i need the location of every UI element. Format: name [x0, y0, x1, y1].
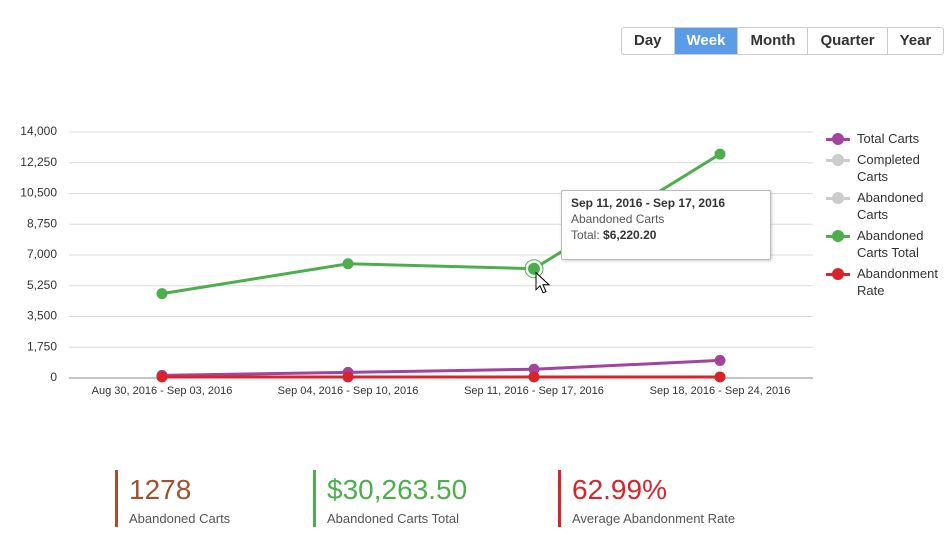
series-line — [161, 358, 721, 377]
tooltip-series: Abandoned Carts — [571, 212, 665, 226]
stat-value: 1278 — [129, 474, 192, 505]
period-tabs: Day Week Month Quarter Year — [621, 27, 945, 55]
y-tick-label: 10,500 — [20, 186, 57, 200]
stat-label: Average Abandonment Rate — [572, 511, 736, 526]
tab[interactable]: Quarter — [807, 28, 886, 54]
data-point — [342, 258, 354, 270]
data-point — [526, 260, 542, 277]
data-point — [342, 371, 354, 383]
data-point — [156, 371, 168, 383]
x-tick-label: Sep 18, 2016 - Sep 24, 2016 — [650, 385, 791, 397]
legend-marker — [832, 268, 844, 280]
tooltip-value: $6,220.20 — [603, 228, 657, 242]
tooltip-title: Sep 11, 2016 - Sep 17, 2016 — [571, 196, 726, 210]
tooltip-label: Total: — [571, 228, 600, 242]
y-tick-label: 1,750 — [27, 339, 57, 353]
legend-entry[interactable]: Completed Carts — [826, 151, 937, 185]
stat: $30,263.50 Abandoned Carts Total — [313, 470, 467, 527]
y-tick-label: 14,000 — [20, 124, 57, 138]
legend-entry[interactable]: Abandonment Rate — [826, 265, 938, 299]
stat: 1278 Abandoned Carts — [115, 470, 230, 527]
y-tick-label: 12,250 — [20, 155, 57, 169]
y-tick-label: 8,750 — [27, 216, 57, 230]
y-tick-label: 7,000 — [27, 247, 57, 261]
x-tick-label: Sep 11, 2016 - Sep 17, 2016 — [464, 385, 604, 397]
tab[interactable]: Week — [673, 28, 738, 54]
tab[interactable]: Year — [886, 28, 944, 54]
legend-marker — [832, 192, 844, 204]
stat-value: $30,263.50 — [327, 474, 468, 505]
legend: Total Carts Completed Carts Abandoned Cart… — [826, 130, 946, 303]
legend-entry[interactable]: Abandoned Carts — [826, 189, 937, 223]
x-tick-label: Aug 30, 2016 - Sep 03, 2016 — [92, 385, 233, 397]
y-tick-label: 0 — [50, 370, 57, 384]
legend-marker — [832, 154, 844, 166]
data-point — [714, 354, 726, 366]
data-point — [714, 148, 726, 160]
stat: 62.99% Average Abandonment Rate — [558, 470, 735, 527]
data-point — [528, 363, 540, 375]
tab[interactable]: Month — [737, 28, 807, 54]
y-tick-label: 3,500 — [27, 309, 57, 323]
stat-value: 62.99% — [572, 474, 667, 505]
data-point — [528, 371, 540, 383]
data-point — [156, 288, 168, 300]
hover-ring — [524, 259, 544, 279]
data-point — [714, 371, 726, 383]
legend-marker — [832, 230, 844, 242]
stat-label: Abandoned Carts Total — [327, 511, 460, 526]
legend-entry[interactable]: Total Carts — [826, 130, 937, 147]
cursor — [535, 271, 551, 294]
legend-entry[interactable]: Abandoned Carts Total — [826, 227, 937, 261]
tab[interactable]: Day — [634, 32, 662, 49]
y-tick-label: 5,250 — [27, 278, 57, 292]
tooltip: Sep 11, 2016 - Sep 17, 2016 Abandoned Ca… — [561, 190, 771, 260]
stat-label: Abandoned Carts — [129, 511, 231, 526]
legend-marker — [832, 133, 844, 145]
x-tick-label: Sep 04, 2016 - Sep 10, 2016 — [278, 385, 419, 397]
